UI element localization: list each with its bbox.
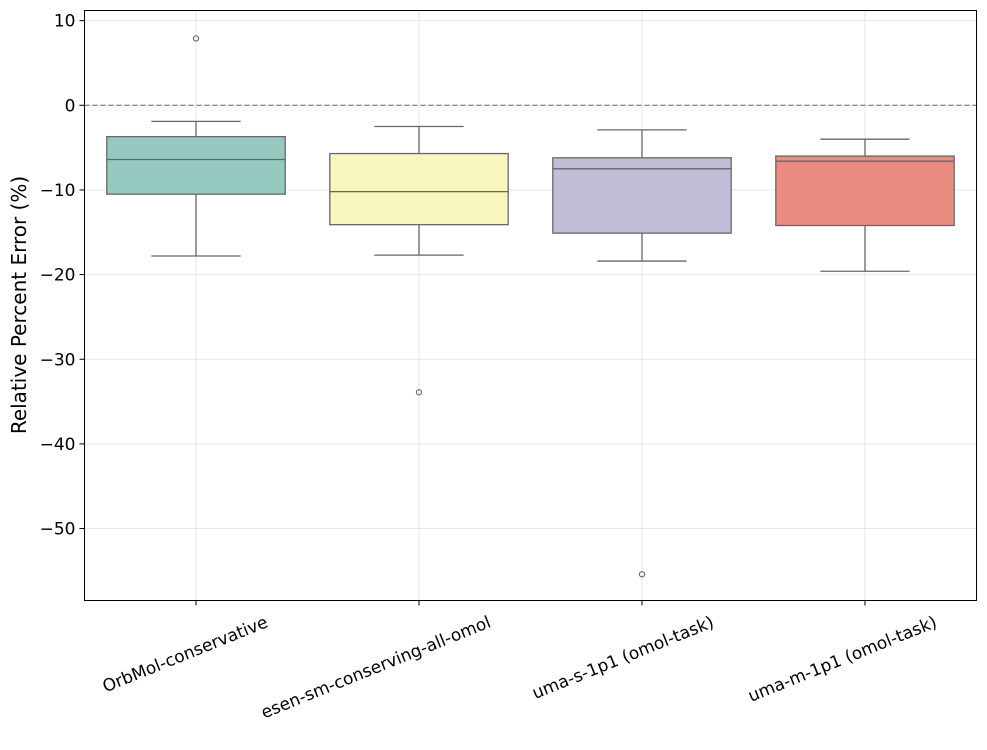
x-tick-label: uma-s-1p1 (omol-task) [530,613,717,704]
box-iqr [775,155,955,227]
y-tick-label: 10 [54,12,76,32]
outlier-point [638,571,646,578]
x-tick-label: OrbMol-conservative [100,613,271,698]
y-axis-ticks: 10 0 −10 −20 −30 −40 −50 [40,12,85,540]
y-tick-label: −40 [40,435,76,455]
grid-lines [84,10,977,601]
y-tick-label: 0 [65,96,76,116]
x-tick-label: uma-m-1p1 (omol-task) [745,613,939,707]
y-tick-label: −20 [40,266,76,286]
y-tick-label: −10 [40,181,76,201]
x-tick-label: esen-sm-conserving-all-omol [258,613,494,724]
box-iqr [552,157,732,234]
y-axis-label: Relative Percent Error (%) [7,176,31,434]
y-tick-label: −50 [40,520,76,540]
plot-frame [84,10,977,601]
box-iqr [329,152,509,226]
outlier-point [415,389,423,396]
y-tick-label: −30 [40,350,76,370]
box-iqr [106,135,286,195]
outlier-point [192,35,200,42]
boxes [106,35,955,578]
x-axis-ticks: OrbMol-conservativeesen-sm-conserving-al… [100,600,940,724]
